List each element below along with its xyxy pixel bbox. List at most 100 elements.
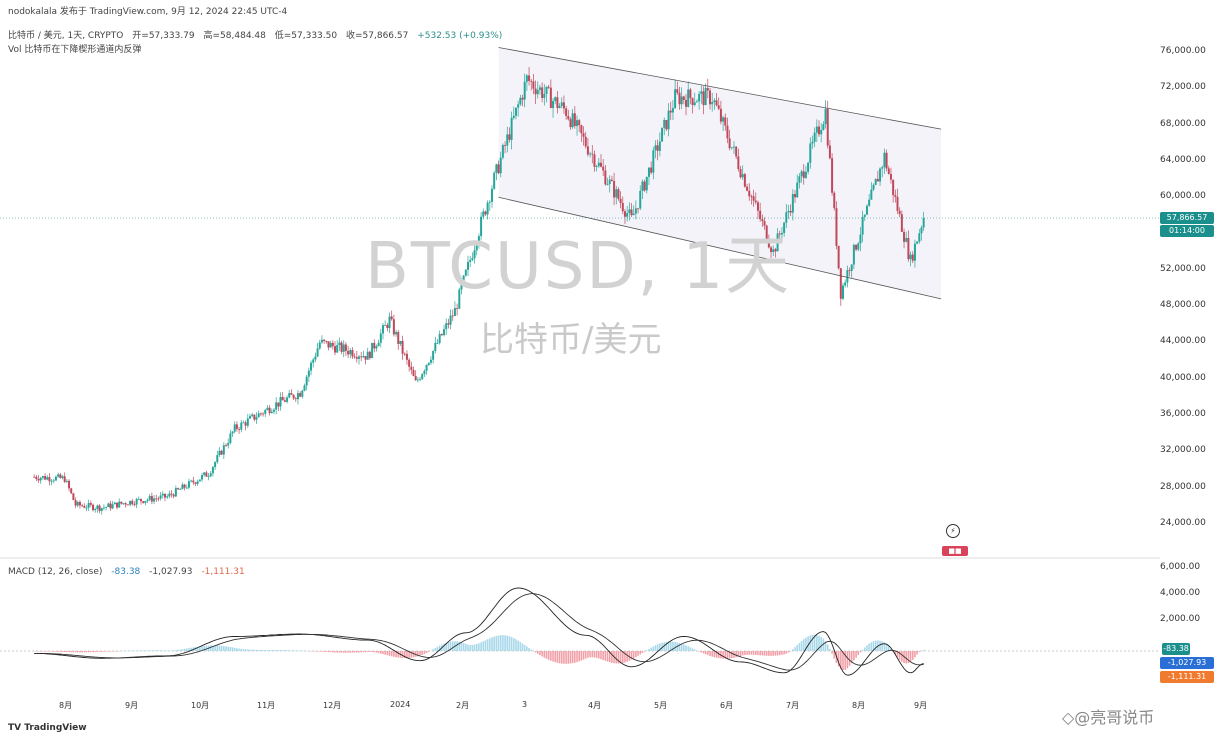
candle (399, 340, 402, 346)
candle (704, 83, 707, 106)
macd-histogram-bar (366, 651, 369, 652)
candle (240, 419, 243, 433)
macd-histogram-bar (393, 651, 395, 657)
candle (440, 333, 443, 336)
candle (735, 146, 738, 159)
candle (294, 396, 297, 402)
macd-histogram-bar (735, 651, 737, 658)
candle (122, 502, 125, 505)
macd-legend[interactable]: MACD (12, 26, close) -83.38 -1,027.93 -1… (8, 567, 245, 577)
candle (148, 494, 151, 502)
macd-histogram-bar (489, 638, 491, 651)
macd-histogram-bar (347, 651, 349, 653)
macd-histogram-bar (142, 650, 144, 651)
macd-histogram-bar (473, 644, 476, 651)
candle (879, 167, 882, 187)
event-marker-icon[interactable]: ⚡ (946, 524, 960, 538)
candle (179, 487, 182, 490)
candle (846, 265, 849, 288)
macd-histogram-bar (380, 651, 382, 654)
candle (593, 150, 596, 172)
macd-histogram-bar (63, 651, 66, 653)
candle (794, 190, 797, 203)
macd-histogram-bar (92, 651, 94, 653)
candle (831, 153, 834, 196)
candle (903, 228, 906, 249)
macd-histogram-bar (857, 651, 860, 655)
us-flag-event-icon[interactable]: ■■ (942, 546, 968, 556)
macd-histogram-bar (805, 637, 807, 651)
macd-histogram-bar (669, 641, 672, 651)
macd-histogram-bar (853, 651, 855, 661)
candle (824, 100, 827, 129)
macd-axis-label: 2,000.00 (1160, 614, 1201, 624)
channel-lower-line[interactable] (498, 196, 942, 300)
candle (630, 203, 633, 218)
macd-histogram-bar (615, 651, 618, 664)
macd-histogram-bar (316, 651, 319, 652)
macd-histogram-bar (305, 650, 308, 652)
candle (63, 472, 66, 483)
macd-histogram-bar (371, 651, 373, 653)
channel-upper-line[interactable] (498, 47, 942, 130)
candle (139, 498, 142, 505)
countdown-tag: 01:14:00 (1160, 225, 1214, 237)
macd-histogram-bar (238, 648, 240, 651)
candle (50, 478, 53, 486)
macd-histogram-bar (855, 651, 857, 658)
candle (207, 473, 210, 481)
macd-histogram-bar (532, 650, 535, 652)
candle (482, 208, 485, 220)
candle (253, 414, 256, 422)
candle (855, 244, 858, 252)
candle (881, 165, 884, 178)
candle (196, 479, 199, 487)
candle (336, 340, 339, 354)
candle (170, 490, 173, 498)
macd-histogram-bar (301, 650, 304, 652)
macd-histogram-bar (231, 647, 234, 651)
macd-histogram-bar (741, 651, 744, 656)
macd-histogram-bar (140, 650, 142, 651)
macd-histogram-bar (752, 651, 755, 655)
macd-histogram-bar (748, 651, 751, 655)
candle (848, 267, 851, 277)
macd-histogram-bar (497, 635, 500, 651)
macd-histogram-bar (558, 651, 561, 664)
candle (373, 339, 376, 353)
macd-histogram-bar (273, 650, 275, 651)
macd-line-tag: -1,027.93 (1160, 657, 1214, 669)
candle (129, 500, 132, 507)
macd-histogram-bar (914, 651, 916, 658)
macd-histogram-bar (303, 650, 306, 652)
macd-histogram-bar (318, 651, 321, 652)
macd-histogram-bar (114, 651, 116, 652)
macd-histogram-bar (595, 651, 598, 658)
macd-histogram-bar (672, 641, 674, 651)
macd-histogram-bar (183, 648, 186, 651)
candle (166, 493, 169, 500)
candle (538, 84, 541, 95)
macd-histogram-bar (57, 651, 59, 652)
candle (580, 124, 583, 142)
macd-histogram-bar (268, 650, 271, 651)
macd-histogram-bar (76, 651, 79, 653)
macd-histogram-bar (118, 650, 120, 652)
candle (414, 370, 417, 381)
candle (183, 483, 186, 491)
symbol-watermark: BTCUSD, 1天 (365, 230, 792, 304)
candle (314, 352, 317, 363)
candle (449, 309, 452, 330)
candle (756, 200, 759, 220)
candle (379, 328, 382, 348)
macd-histogram-bar (236, 648, 238, 651)
candle (508, 127, 511, 143)
macd-histogram-bar (783, 651, 785, 655)
candle (146, 498, 149, 504)
macd-histogram-bar (410, 651, 413, 658)
candle (759, 202, 762, 222)
candle (907, 230, 910, 262)
macd-histogram-bar (881, 641, 884, 651)
candle (514, 107, 517, 120)
